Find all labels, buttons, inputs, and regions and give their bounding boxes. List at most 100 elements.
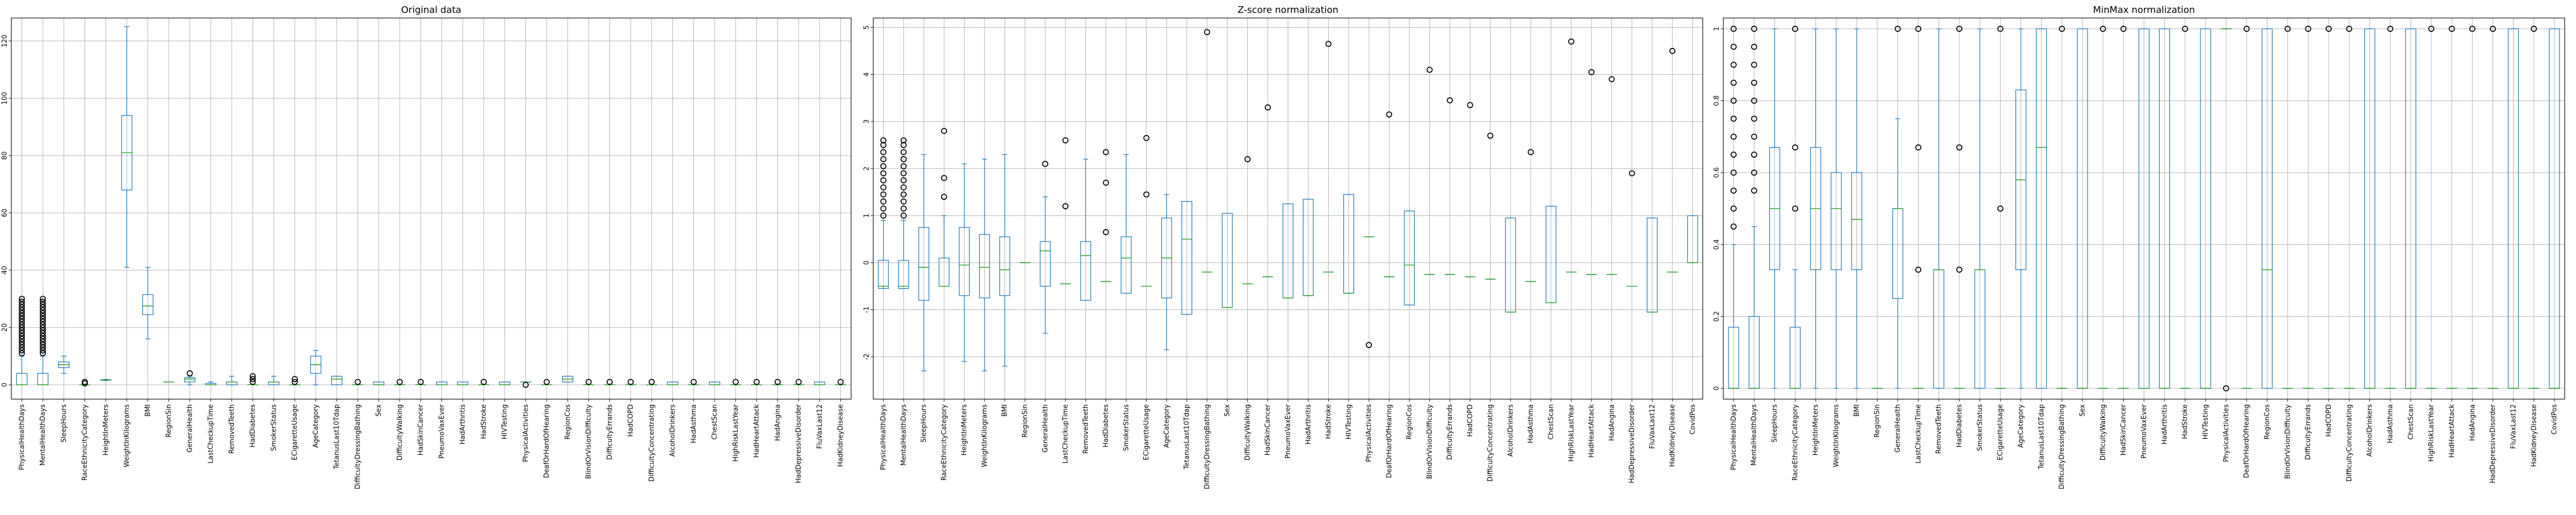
flier-point [585, 379, 592, 385]
flier-point [1751, 97, 1757, 104]
box-HadCOPD [625, 379, 636, 385]
flier-point [1997, 205, 2004, 212]
box-HadCOPD [2323, 26, 2334, 389]
box-Sex [373, 381, 384, 385]
box-HadAsthma [688, 379, 700, 385]
box-iqr [1080, 241, 1091, 301]
flier-point [40, 318, 46, 325]
y-tick-label: -1 [863, 306, 871, 313]
box-TetanusLast10Tdap [1181, 201, 1193, 315]
flier-point [1731, 151, 1737, 158]
flier-point [1751, 79, 1757, 86]
x-tick-label: MentalHealthDays [39, 404, 47, 466]
x-tick-label: HadHeartAttack [1588, 404, 1596, 458]
x-tick-label: HadAngina [774, 404, 782, 441]
x-tick-label: ECigaretteUsage [291, 404, 299, 460]
flier-point [19, 330, 25, 336]
box-DifficultyConcentrating [2344, 26, 2355, 389]
flier-point [480, 379, 487, 385]
x-tick-label: HadDiabetes [1956, 404, 1963, 448]
box-GeneralHealth [1892, 26, 1904, 389]
box-HadAsthma [2384, 26, 2396, 389]
flier-point [40, 298, 46, 305]
flier-point [2428, 26, 2435, 32]
box-ChestScan [709, 381, 720, 385]
box-MentalHealthDays [898, 137, 909, 289]
box-GeneralHealth [184, 370, 196, 385]
flier-point [1731, 224, 1737, 230]
x-tick-label: BlindOrVisionDifficulty [2284, 404, 2292, 479]
box-iqr [2261, 28, 2273, 389]
flier-point [1062, 137, 1069, 144]
box-WeightInKilograms [121, 26, 132, 268]
box-BlindOrVisionDifficulty [583, 379, 595, 385]
flier-point [837, 379, 844, 385]
x-tick-label: AgeCategory [312, 404, 320, 448]
flier-point [40, 347, 46, 354]
box-TetanusLast10Tdap [2036, 28, 2047, 389]
flier-point [40, 301, 46, 308]
flier-point [880, 205, 887, 212]
box-AgeCategory [310, 350, 321, 385]
flier-point [249, 379, 256, 385]
y-tick-label: 5 [863, 25, 871, 29]
flier-point [354, 379, 361, 385]
flier-point [19, 327, 25, 334]
flier-point [901, 212, 907, 219]
flier-point [40, 341, 46, 348]
flier-point [40, 333, 46, 339]
x-tick-label: TetanusLast10Tdap [2038, 404, 2045, 470]
box-TetanusLast10Tdap [331, 375, 343, 385]
flier-point [19, 318, 25, 325]
x-tick-label: MentalHealthDays [1751, 404, 1758, 466]
box-HadDiabetes [1100, 149, 1112, 282]
x-tick-label: RegionCos [1406, 404, 1414, 440]
flier-point [19, 298, 25, 305]
x-tick-label: HadStroke [1325, 404, 1333, 439]
flier-point [1731, 169, 1737, 176]
flier-point [1997, 26, 2004, 32]
x-tick-label: RegionCos [2263, 404, 2271, 440]
flier-point [40, 344, 46, 351]
flier-point [40, 321, 46, 328]
flier-point [1426, 66, 1433, 73]
flier-point [1143, 135, 1150, 141]
x-tick-label: HadDepressiveDisorder [795, 404, 803, 483]
x-tick-label: RegionCos [564, 404, 572, 440]
x-tick-label: RemovedTeeth [1082, 404, 1090, 454]
box-HadKidneyDisease [1667, 48, 1678, 273]
box-HadArthritis [2159, 28, 2170, 389]
flier-point [40, 310, 46, 316]
flier-point [40, 304, 46, 311]
y-tick-label: -2 [863, 353, 871, 360]
box-GeneralHealth [1040, 161, 1051, 334]
box-iqr [918, 227, 929, 301]
box-DifficultyErrands [604, 379, 616, 385]
x-tick-label: SleepHours [60, 404, 68, 442]
x-tick-label: AgeCategory [2018, 404, 2025, 448]
x-tick-label: SleepHours [1771, 404, 1779, 442]
box-HadAngina [2467, 26, 2478, 389]
x-tick-label: DifficultyWalking [396, 404, 404, 460]
flier-point [40, 350, 46, 356]
box-RegionCos [562, 375, 573, 383]
box-CovidPos [2549, 28, 2560, 389]
x-tick-label: HadArthritis [2161, 404, 2168, 444]
flier-point [1487, 132, 1494, 139]
x-tick-label: HIVTesting [501, 404, 509, 439]
box-PneumoVaxEver [436, 381, 448, 385]
box-AlcoholDrinkers [1505, 217, 1516, 313]
flier-point [1669, 48, 1675, 54]
flier-point [901, 198, 907, 205]
box-PneumoVaxEver [2138, 28, 2150, 389]
x-tick-label: HadHeartAttack [2448, 404, 2456, 458]
x-tick-label: DifficultyConcentrating [648, 404, 656, 482]
flier-point [1103, 179, 1109, 186]
flier-point [732, 379, 739, 385]
box-iqr [979, 234, 990, 299]
box-HadHeartAttack [2446, 26, 2458, 389]
box-HighRiskLastYear [1566, 38, 1577, 273]
flier-point [19, 341, 25, 348]
flier-point [2387, 26, 2394, 32]
